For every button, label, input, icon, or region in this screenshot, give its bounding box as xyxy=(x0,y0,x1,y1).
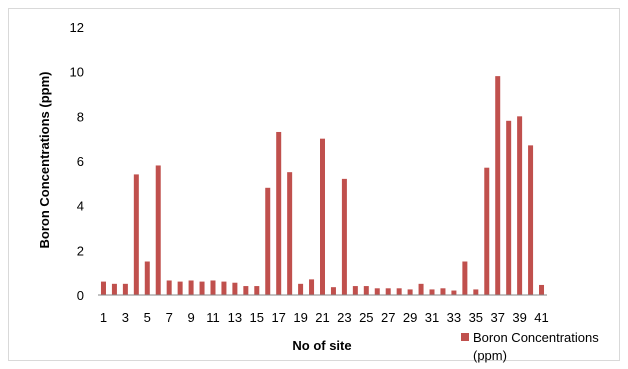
bar-site-41 xyxy=(539,284,545,295)
y-axis-title: Boron Concentrations (ppm) xyxy=(37,72,52,249)
x-tick-label: 37 xyxy=(490,310,504,325)
x-tick-label: 25 xyxy=(359,310,373,325)
x-tick-label: 33 xyxy=(447,310,461,325)
bar-site-37 xyxy=(495,76,501,295)
bar-site-30 xyxy=(418,283,424,295)
x-tick-label: 21 xyxy=(315,310,329,325)
bar-site-7 xyxy=(166,280,172,295)
x-tick-label: 27 xyxy=(381,310,395,325)
bar-site-16 xyxy=(265,187,271,295)
bar-site-31 xyxy=(429,289,435,295)
bar-site-10 xyxy=(199,281,205,295)
x-tick-label: 11 xyxy=(206,310,220,325)
y-tick-label: 10 xyxy=(70,65,84,80)
x-tick-label: 17 xyxy=(271,310,285,325)
x-tick-label: 41 xyxy=(534,310,548,325)
x-tick-label: 3 xyxy=(122,310,129,325)
bar-site-35 xyxy=(473,289,479,295)
bar-site-13 xyxy=(232,282,238,295)
bar-site-29 xyxy=(407,289,413,295)
bar-site-1 xyxy=(100,281,106,295)
bar-site-15 xyxy=(254,286,260,295)
legend: Boron Concentrations (ppm) xyxy=(461,330,599,363)
legend-label-line2: (ppm) xyxy=(473,348,507,363)
x-tick-label: 31 xyxy=(425,310,439,325)
bar-site-24 xyxy=(352,286,358,295)
x-tick-label: 39 xyxy=(512,310,526,325)
bar-site-34 xyxy=(462,261,468,295)
bar-site-26 xyxy=(374,288,380,295)
bar-site-32 xyxy=(440,288,446,295)
x-tick-label: 13 xyxy=(228,310,242,325)
bar-site-8 xyxy=(177,281,183,295)
bar-site-18 xyxy=(287,172,293,295)
x-tick-label: 23 xyxy=(337,310,351,325)
bar-site-2 xyxy=(111,283,117,295)
y-axis-label: Boron Concentrations (ppm) xyxy=(37,72,52,249)
y-tick-label: 0 xyxy=(77,288,84,303)
bar-site-21 xyxy=(320,138,325,295)
bar-site-39 xyxy=(517,116,523,295)
bar-site-38 xyxy=(506,120,512,295)
x-tick-label: 7 xyxy=(166,310,173,325)
x-tick-label: 29 xyxy=(403,310,417,325)
x-tick-label: 19 xyxy=(293,310,307,325)
bar-site-25 xyxy=(363,286,369,295)
x-tick-label: 5 xyxy=(144,310,151,325)
bar-site-9 xyxy=(188,280,194,295)
bar-site-17 xyxy=(276,131,282,295)
y-tick-label: 4 xyxy=(77,199,84,214)
bar-site-36 xyxy=(484,167,490,295)
bar-site-33 xyxy=(451,290,457,295)
bar-site-40 xyxy=(528,145,534,295)
bar-site-22 xyxy=(330,287,336,295)
bar-site-28 xyxy=(396,288,402,295)
y-tick-label: 2 xyxy=(77,243,84,258)
bar-site-3 xyxy=(122,283,128,295)
x-tick-label: 9 xyxy=(187,310,194,325)
bar-site-23 xyxy=(341,178,347,295)
legend-swatch xyxy=(461,333,469,341)
x-tick-label: 35 xyxy=(469,310,483,325)
y-tick-label: 12 xyxy=(70,20,84,35)
bar-site-14 xyxy=(243,286,249,295)
legend-label-line1: Boron Concentrations xyxy=(473,330,599,345)
x-tick-label: 15 xyxy=(250,310,264,325)
y-tick-label: 8 xyxy=(77,109,84,124)
bar-site-11 xyxy=(210,280,216,295)
bar-site-12 xyxy=(221,281,227,295)
bar-site-20 xyxy=(309,279,315,295)
bar-site-27 xyxy=(385,288,391,295)
x-axis-label: No of site xyxy=(292,338,351,353)
bar-site-4 xyxy=(133,174,139,295)
bar-site-6 xyxy=(155,165,161,295)
bar-site-19 xyxy=(298,283,304,295)
y-tick-label: 6 xyxy=(77,154,84,169)
x-tick-label: 1 xyxy=(100,310,107,325)
bar-site-5 xyxy=(144,261,150,295)
